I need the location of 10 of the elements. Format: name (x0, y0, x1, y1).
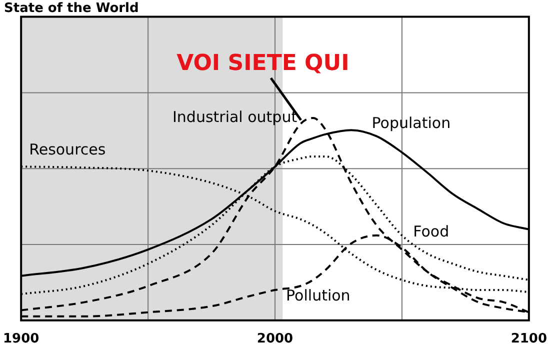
annotation: VOI SIETE QUI (176, 50, 350, 76)
series-label: Food (413, 222, 450, 241)
x-tick-label: 2000 (256, 332, 294, 347)
series-label: Pollution (286, 286, 350, 304)
x-tick-label: 1900 (2, 332, 40, 347)
series-label: Industrial output (172, 108, 298, 126)
chart-title: State of the World (4, 1, 139, 16)
series-label: Resources (29, 140, 106, 158)
series-label: Population (372, 114, 451, 132)
x-tick-label: 2100 (510, 332, 548, 347)
